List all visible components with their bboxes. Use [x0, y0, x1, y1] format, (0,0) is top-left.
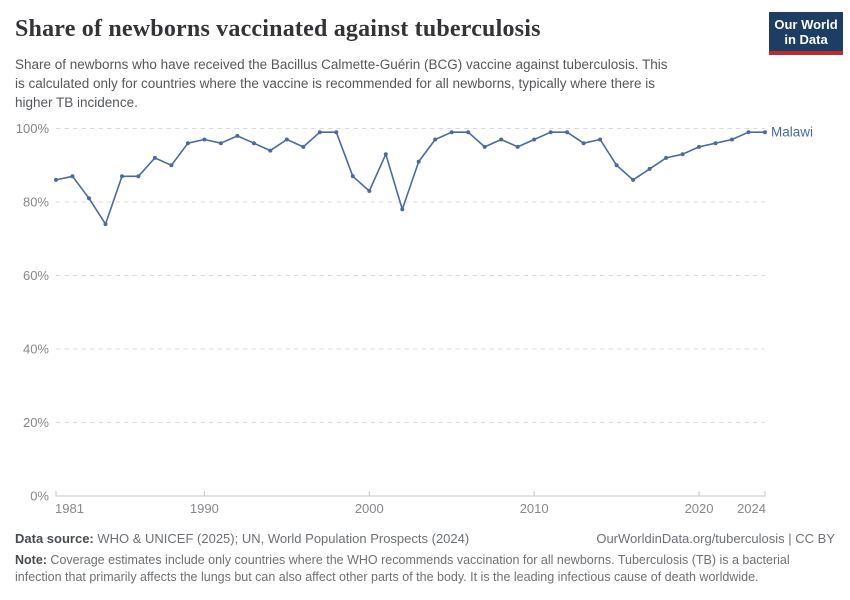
data-source-label: Data source: [15, 531, 94, 546]
x-tick-label: 2020 [685, 501, 714, 516]
data-point-marker [466, 130, 471, 135]
line-series-malawi [55, 131, 766, 225]
x-tick-label: 2000 [355, 501, 384, 516]
data-point-marker [169, 163, 174, 168]
y-tick-label: 60% [23, 268, 49, 283]
data-point-marker [532, 137, 537, 142]
data-point-marker [268, 148, 273, 153]
data-point-marker [697, 144, 701, 149]
data-point-marker [235, 133, 240, 138]
data-point-marker [565, 130, 570, 135]
chart-note: Note: Coverage estimates include only co… [15, 552, 843, 586]
data-source-text: WHO & UNICEF (2025); UN, World Populatio… [93, 531, 470, 546]
y-tick-label: 80% [23, 195, 49, 210]
data-point-marker [664, 155, 669, 160]
data-point-marker [482, 144, 487, 149]
data-point-marker [746, 130, 751, 135]
data-point-marker [152, 155, 157, 160]
data-point-marker [416, 159, 421, 164]
y-tick-label: 100% [16, 121, 50, 136]
note-line: infection that primarily affects the lun… [15, 570, 759, 584]
data-point-marker [598, 137, 603, 142]
data-point-marker [763, 130, 767, 135]
data-point-marker [499, 137, 504, 142]
data-point-marker [103, 222, 108, 227]
footer-source-row: Data source: WHO & UNICEF (2025); UN, Wo… [15, 531, 835, 546]
data-point-marker [367, 189, 372, 193]
data-point-marker [515, 144, 520, 149]
data-point-marker [433, 137, 438, 142]
subtitle-line: Share of newborns who have received the … [15, 57, 668, 72]
data-point-marker [301, 144, 306, 149]
note-line: Note: Coverage estimates include only co… [15, 552, 843, 569]
subtitle-line: higher TB incidence. [15, 95, 138, 110]
data-point-marker [350, 174, 355, 179]
data-point-marker [581, 141, 586, 146]
series-label-malawi[interactable]: Malawi [771, 125, 813, 140]
owid-logo-text-line1: Our World [774, 17, 838, 32]
data-point-marker [449, 130, 454, 135]
data-point-marker [317, 130, 322, 135]
data-point-marker [284, 137, 289, 142]
chart-subtitle: Share of newborns who have received the … [15, 55, 755, 112]
data-point-marker [647, 166, 652, 171]
data-point-marker [185, 141, 190, 146]
data-point-marker [730, 137, 734, 142]
x-tick-label: 1981 [55, 501, 84, 516]
data-point-marker [87, 196, 91, 201]
owid-logo-text-line2: in Data [784, 32, 828, 47]
data-point-marker [680, 152, 685, 157]
data-point-marker [713, 141, 718, 146]
y-tick-label: 20% [23, 415, 49, 430]
x-tick-label: 2024 [737, 501, 766, 516]
data-point-marker [54, 177, 58, 182]
note-text: Coverage estimates include only countrie… [46, 553, 790, 567]
data-point-marker [334, 130, 339, 135]
subtitle-line: is calculated only for countries where t… [15, 76, 656, 91]
x-tick-label: 1990 [190, 501, 219, 516]
data-source: Data source: WHO & UNICEF (2025); UN, Wo… [15, 531, 469, 546]
data-point-marker [631, 177, 636, 182]
data-point-marker [383, 152, 388, 157]
data-point-marker [70, 174, 75, 179]
data-point-marker [548, 130, 553, 135]
data-point-marker [251, 141, 256, 146]
data-point-marker [614, 163, 619, 168]
note-label: Note: [15, 553, 47, 567]
y-tick-label: 0% [30, 489, 49, 504]
data-point-marker [400, 207, 405, 212]
data-point-marker [218, 141, 223, 146]
data-point-marker [202, 137, 207, 142]
y-tick-label: 40% [23, 342, 49, 357]
license-link[interactable]: OurWorldinData.org/tuberculosis | CC BY [596, 531, 835, 546]
page-title: Share of newborns vaccinated against tub… [15, 16, 541, 42]
owid-logo[interactable]: Our World in Data [769, 12, 843, 55]
data-point-marker [136, 174, 141, 179]
x-tick-label: 2010 [520, 501, 549, 516]
data-point-marker [120, 174, 124, 179]
